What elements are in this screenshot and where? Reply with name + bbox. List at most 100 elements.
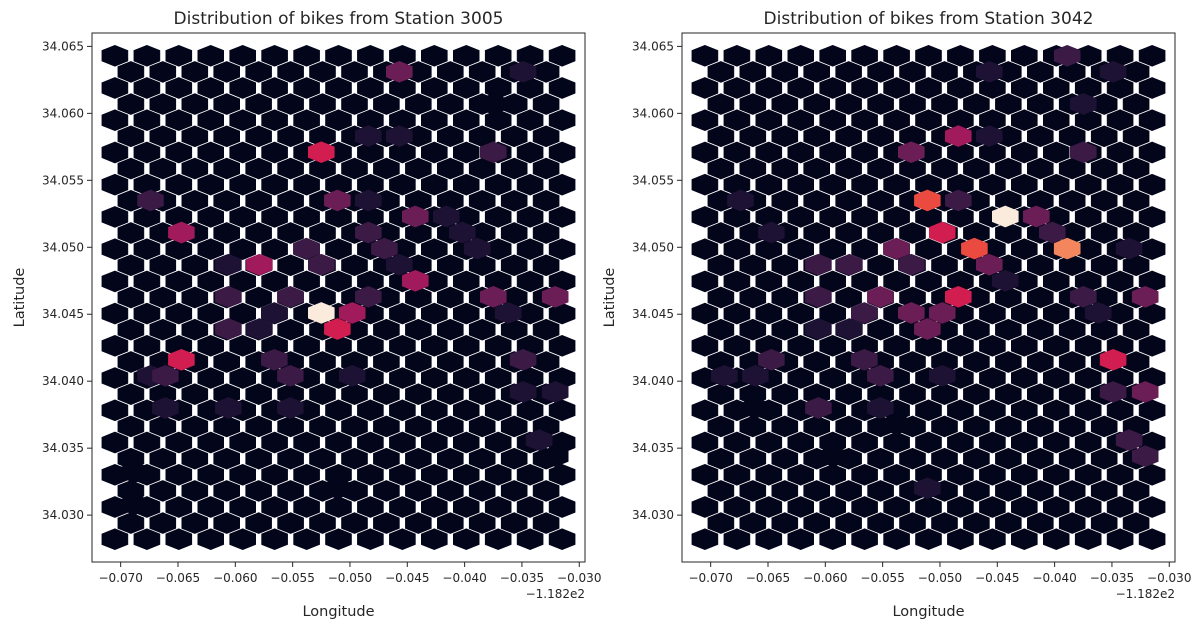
hex-cell-empty <box>548 238 576 261</box>
hex-cell-empty <box>995 286 1022 309</box>
hex-cell-empty <box>420 399 448 422</box>
hex-cell-empty <box>835 61 862 83</box>
hex-cell-empty <box>516 109 544 132</box>
hex-cell-empty <box>851 238 878 261</box>
hex-cell <box>883 237 910 260</box>
hex-cell-empty <box>835 93 862 115</box>
hex-cell-empty <box>947 431 974 454</box>
hex-cell-empty <box>1010 302 1038 325</box>
hex-cell-empty <box>229 463 256 486</box>
hex-cell-empty <box>771 61 799 83</box>
hex-cell-empty <box>1090 125 1118 148</box>
hex-cell-empty <box>883 77 910 99</box>
hex-cell-empty <box>261 431 288 454</box>
hex-cell-empty <box>516 528 544 551</box>
hex-cell-empty <box>867 125 894 148</box>
hex-cell-empty <box>1027 61 1054 83</box>
hex-cell-empty <box>532 93 560 115</box>
hex-cell-empty <box>420 141 448 164</box>
hex-cell-empty <box>532 222 560 244</box>
hex-cell-empty <box>787 463 815 486</box>
hex-cell-empty <box>452 431 480 454</box>
hex-cell <box>541 381 569 403</box>
hex-cell-empty <box>197 528 224 551</box>
hex-data-cells <box>711 44 1159 500</box>
hex-cell <box>1039 221 1066 244</box>
hex-cell-empty <box>309 157 336 180</box>
hex-cell-empty <box>516 206 544 228</box>
hex-cell-empty <box>373 351 400 373</box>
hex-cell-empty <box>691 44 719 67</box>
hex-cell-empty <box>197 173 224 196</box>
hex-cell-empty <box>947 206 974 228</box>
hex-cell-empty <box>484 44 512 67</box>
hex-cell-empty <box>1106 463 1134 486</box>
hex-cell-empty <box>468 415 496 438</box>
hex-cell-empty <box>739 318 767 341</box>
hex-cell <box>711 364 738 387</box>
hex-cell-empty <box>723 431 751 454</box>
hex-cell-empty <box>101 206 129 228</box>
hex-cell-empty <box>229 431 256 454</box>
hex-cell-empty <box>1122 480 1150 502</box>
hex-cell-empty <box>389 77 416 99</box>
hex-cell-empty <box>931 157 958 180</box>
hex-cell <box>168 348 195 371</box>
hex-cell-empty <box>420 44 448 67</box>
hex-cell-empty <box>1106 109 1134 132</box>
hex-cell-empty <box>755 463 783 486</box>
hex-cell <box>897 302 925 324</box>
hex-cell-empty <box>548 334 576 357</box>
hex-cell-empty <box>1122 254 1150 277</box>
hex-cell <box>509 381 537 403</box>
hex-cell-empty <box>277 512 304 534</box>
hex-cell-empty <box>277 318 304 341</box>
hex-cell-empty <box>1138 173 1166 196</box>
hex-cell-empty <box>420 431 448 454</box>
hex-cell-empty <box>420 496 448 518</box>
hex-cell-empty <box>452 109 480 132</box>
hex-cell-empty <box>883 206 910 228</box>
hex-cell-empty <box>1010 141 1038 164</box>
hex-cell-empty <box>532 61 560 83</box>
hex-cell-empty <box>819 173 847 196</box>
hex-cell-empty <box>149 447 177 470</box>
hex-cell-empty <box>197 496 224 518</box>
hex-cell-empty <box>309 61 336 83</box>
hex-cell-empty <box>691 173 719 196</box>
hex-cell-empty <box>963 512 990 534</box>
hex-cell-empty <box>165 431 193 454</box>
hex-cell-empty <box>1074 528 1102 551</box>
hex-cell <box>1022 205 1050 228</box>
hex-cell <box>246 318 273 340</box>
hex-cell-empty <box>293 463 320 486</box>
hex-cell-empty <box>995 93 1022 115</box>
hex-cell-empty <box>1138 44 1166 67</box>
x-tick-label: −0.060 <box>803 571 847 585</box>
hex-cell-empty <box>452 173 480 196</box>
hex-cell-empty <box>325 399 352 422</box>
hex-cell-empty <box>325 238 352 261</box>
hex-cell <box>307 141 335 164</box>
hex-cell <box>897 253 925 276</box>
hex-cell-empty <box>213 415 240 438</box>
hex-cell-empty <box>819 77 847 99</box>
hex-cell-empty <box>197 334 224 357</box>
hex-cell-empty <box>1074 431 1102 454</box>
hex-cell <box>479 285 507 308</box>
hex-cell-empty <box>755 528 783 551</box>
hex-cell-empty <box>277 222 304 244</box>
hex-cell-empty <box>213 157 240 180</box>
hex-cell <box>836 318 863 340</box>
hex-cell-empty <box>277 447 304 470</box>
hex-cell-empty <box>851 44 878 67</box>
hex-cell <box>152 364 179 387</box>
hex-cell-empty <box>803 512 831 534</box>
hex-cell-empty <box>1058 383 1086 406</box>
hex-cell <box>509 60 537 83</box>
hex-cell <box>121 461 148 484</box>
hex-cell-empty <box>883 109 910 132</box>
hex-cell-empty <box>420 109 448 132</box>
hex-cell-empty <box>420 238 448 261</box>
hex-cell-empty <box>325 431 352 454</box>
